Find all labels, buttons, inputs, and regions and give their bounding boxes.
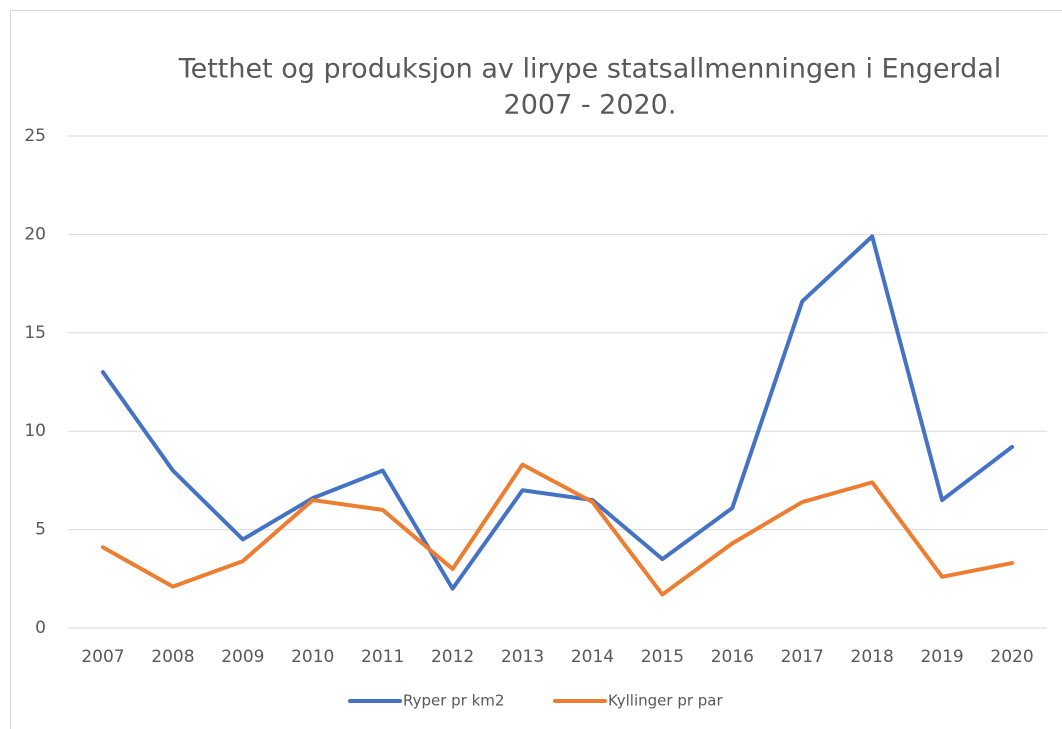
x-tick-label: 2010 [291,647,334,667]
y-tick-label: 10 [24,421,46,441]
y-tick-label: 25 [24,126,46,146]
x-tick-label: 2011 [361,647,404,667]
line [100,462,1015,597]
x-tick-label: 2008 [151,647,194,667]
x-tick-label: 2019 [920,647,963,667]
x-tick-label: 2013 [501,647,544,667]
x-tick-label: 2018 [851,647,894,667]
legend-label: Kyllinger pr par [608,692,723,710]
y-tick-label: 20 [24,224,46,244]
chart-title: Tetthet og produksjon av lirype statsall… [178,54,1002,85]
x-tick-label: 2009 [221,647,264,667]
chart-frame [10,10,1062,729]
y-tick-label: 0 [35,618,46,638]
legend-label: Ryper pr km2 [403,692,504,710]
y-tick-label: 5 [35,520,46,540]
x-tick-label: 2007 [81,647,124,667]
x-tick-label: 2016 [711,647,754,667]
x-tick-label: 2015 [641,647,684,667]
x-tick-label: 2017 [781,647,824,667]
x-tick-label: 2020 [990,647,1033,667]
line [100,234,1015,591]
chart-title: 2007 - 2020. [504,90,677,121]
x-tick-label: 2012 [431,647,474,667]
x-tick-label: 2014 [571,647,614,667]
y-tick-label: 15 [24,323,46,343]
